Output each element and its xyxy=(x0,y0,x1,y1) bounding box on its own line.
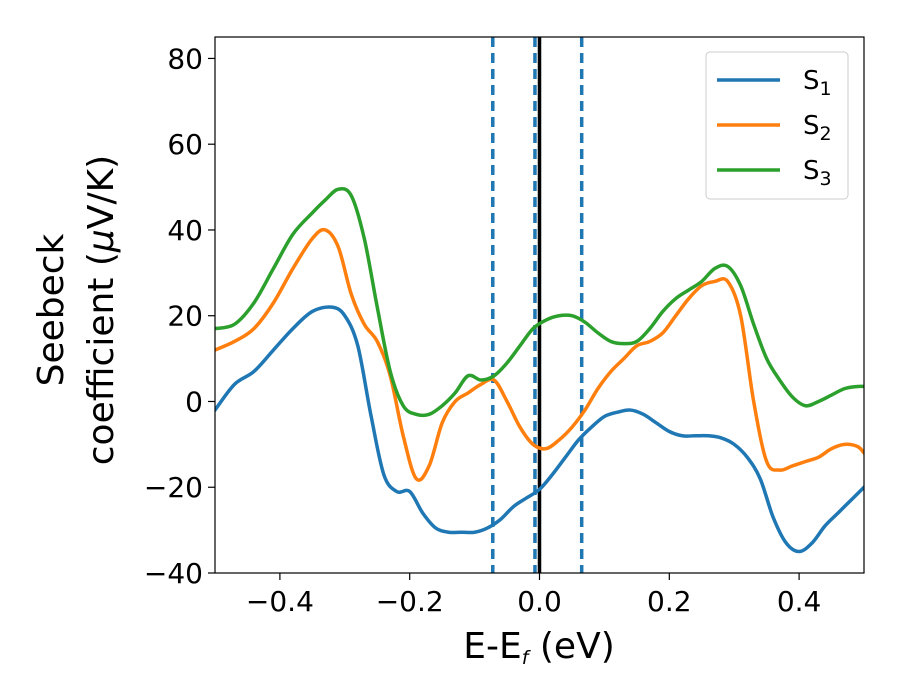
y-axis-label-line2: coefficient (μV/K) xyxy=(81,155,122,465)
y-axis-label: Seebeck coefficient (μV/K) xyxy=(31,155,122,465)
y-axis-label-line1: Seebeck xyxy=(31,233,72,386)
y-tick-label: 0 xyxy=(185,385,203,418)
legend-label-s1: S1 xyxy=(803,66,832,100)
x-axis-ticks: −0.4 −0.2 0.0 0.2 0.4 xyxy=(246,573,821,618)
y-tick-label: −20 xyxy=(144,471,203,504)
legend: S1 S2 S3 xyxy=(705,51,849,200)
x-tick-label: 0.0 xyxy=(517,585,562,618)
vertical-lines xyxy=(491,37,584,573)
x-tick-label: −0.4 xyxy=(246,585,314,618)
y-tick-label: −40 xyxy=(144,557,203,590)
legend-label-s2: S2 xyxy=(803,111,832,145)
series-line-s2 xyxy=(215,227,864,482)
y-tick-label: 40 xyxy=(167,214,203,247)
y-tick-label: 80 xyxy=(167,42,203,75)
x-axis-label: E-Ef (eV) xyxy=(463,626,615,669)
series-lines xyxy=(215,187,864,554)
x-tick-label: −0.2 xyxy=(376,585,444,618)
series-line-s1 xyxy=(215,305,864,554)
y-axis-ticks: −40 −20 0 20 40 60 80 xyxy=(144,42,215,590)
y-tick-label: 20 xyxy=(167,300,203,333)
legend-label-s3: S3 xyxy=(803,156,832,190)
x-tick-label: 0.2 xyxy=(647,585,692,618)
series-line-s3 xyxy=(215,187,864,418)
y-tick-label: 60 xyxy=(167,128,203,161)
x-tick-label: 0.4 xyxy=(777,585,822,618)
